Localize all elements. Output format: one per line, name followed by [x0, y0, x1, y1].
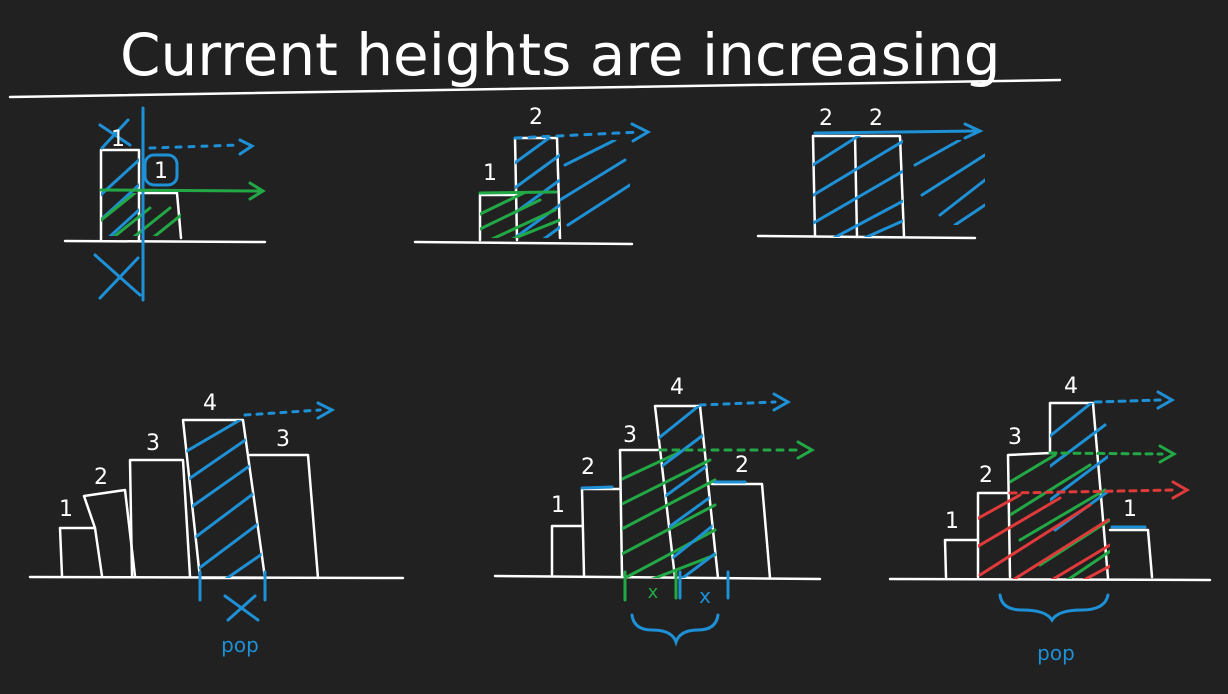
bar-label: 4: [203, 391, 217, 416]
green-line: [478, 190, 558, 195]
panel-1: 1 1: [63, 106, 267, 302]
bar: [943, 538, 980, 579]
blue-arrow: [813, 129, 980, 135]
panel-6: pop 1 2 3 4 1: [888, 374, 1212, 665]
arrow-head: [796, 440, 816, 460]
tick-mark: [623, 570, 678, 602]
bar-label: 1: [945, 509, 959, 534]
bar: [1006, 451, 1052, 579]
bar: [181, 418, 267, 580]
bar: [550, 524, 584, 577]
bar-label: 4: [670, 375, 684, 400]
cross-mark: [223, 594, 260, 622]
blue-dashed-arrow: [148, 143, 242, 150]
bar-label: 1: [483, 161, 497, 186]
panel-5: x x 1 2 3 4 2: [493, 375, 822, 647]
arrow-head: [1158, 444, 1178, 464]
bar-label: 3: [623, 423, 637, 448]
green-hatch: [622, 450, 717, 578]
arrow-head: [238, 138, 255, 156]
blue-dashed-arrow: [513, 130, 642, 140]
pop-label: pop: [1037, 641, 1075, 665]
arrow-head: [1156, 390, 1176, 410]
page-title: Current heights are increasing: [120, 21, 1001, 89]
red-dashed-arrow: [1008, 488, 1177, 495]
bar-label: 2: [869, 106, 883, 131]
green-hatch: [101, 193, 181, 236]
cross-mark: [93, 253, 142, 300]
bar: [618, 448, 660, 578]
blue-dashed-arrow: [698, 400, 777, 407]
bar: [976, 491, 1012, 579]
panel-2: 1 2: [413, 105, 652, 246]
bar-label: 2: [529, 105, 543, 130]
bar-label: 2: [979, 463, 993, 488]
bar-label: 2: [819, 106, 833, 131]
bar-label: 1: [111, 127, 125, 152]
bar-label: 1: [59, 497, 73, 522]
x-mark: x: [699, 584, 711, 608]
blue-dashed-arrow: [243, 408, 322, 417]
blue-level-mark: [580, 480, 747, 490]
bar: [653, 404, 720, 580]
bar-label: 4: [1064, 374, 1078, 399]
bar: [1108, 528, 1154, 579]
x-mark: x: [648, 582, 659, 603]
red-hatch: [978, 493, 1110, 579]
bar: [580, 487, 622, 577]
bar-label: 3: [276, 427, 290, 452]
circled-label: 1: [154, 159, 168, 184]
bar: [137, 191, 183, 240]
arrow-head: [248, 181, 266, 201]
bar: [248, 453, 320, 580]
bar-label: 2: [735, 453, 749, 478]
bar-label: 2: [94, 465, 108, 490]
blue-hatch: [515, 138, 560, 238]
bar: [710, 482, 772, 580]
arrow-head: [630, 122, 652, 143]
green-dashed-arrow: [1048, 451, 1164, 456]
bar-label: 3: [146, 431, 160, 456]
bar-label: 1: [1123, 497, 1137, 522]
blue-hatch: [560, 140, 630, 227]
blue-hatch: [1050, 403, 1108, 532]
bar: [82, 488, 137, 578]
green-hatch: [1010, 453, 1110, 579]
green-hatch: [480, 193, 560, 238]
green-arrow: [99, 188, 264, 193]
panel-4: pop 1 2 3 4 3: [28, 391, 405, 657]
blue-hatch: [101, 157, 139, 236]
bar-label: 3: [1008, 425, 1022, 450]
arrow-head: [316, 401, 336, 420]
blue-hatch: [813, 136, 903, 237]
baseline: [63, 239, 267, 244]
baseline: [888, 577, 1212, 582]
bar-label: 2: [581, 455, 595, 480]
blue-hatch: [183, 420, 265, 578]
blue-dashed-arrow: [1093, 398, 1162, 404]
brace: [998, 593, 1110, 623]
bar-label: 1: [551, 493, 565, 518]
tick-mark: [198, 570, 267, 602]
bar: [58, 526, 104, 578]
pop-label: pop: [221, 633, 259, 657]
arrow-head: [1171, 480, 1191, 500]
baseline: [413, 240, 634, 246]
blue-hatch: [655, 406, 718, 578]
bar: [128, 458, 192, 578]
blue-hatch: [913, 140, 985, 225]
arrow-head: [963, 122, 984, 140]
arrow-head: [772, 392, 792, 412]
bar: [811, 134, 859, 239]
tick-mark: [678, 570, 730, 600]
bar: [478, 193, 519, 242]
cross-mark: [98, 118, 132, 150]
title-underline: [8, 78, 1062, 99]
panel-3: 2 2: [756, 106, 985, 240]
circled-label-box: [143, 153, 179, 187]
brace: [630, 613, 720, 647]
